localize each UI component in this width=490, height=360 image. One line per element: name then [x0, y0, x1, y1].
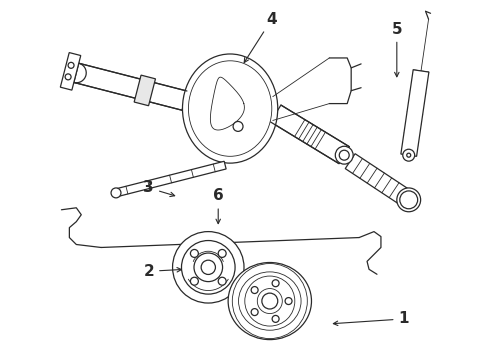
Circle shape — [251, 309, 258, 316]
Text: 2: 2 — [144, 264, 181, 279]
Polygon shape — [115, 161, 226, 197]
Circle shape — [272, 315, 279, 322]
Polygon shape — [134, 75, 155, 106]
Text: 4: 4 — [244, 12, 277, 63]
Circle shape — [233, 121, 243, 131]
Circle shape — [172, 231, 244, 303]
Text: 5: 5 — [392, 22, 402, 77]
Circle shape — [262, 293, 278, 309]
Ellipse shape — [228, 262, 312, 339]
Circle shape — [335, 146, 353, 164]
Circle shape — [339, 150, 349, 160]
Ellipse shape — [182, 54, 278, 163]
Circle shape — [397, 188, 420, 212]
Circle shape — [407, 153, 411, 157]
Circle shape — [191, 249, 198, 257]
Circle shape — [272, 280, 279, 287]
Circle shape — [111, 188, 121, 198]
Circle shape — [191, 277, 198, 285]
Circle shape — [400, 191, 417, 209]
Circle shape — [218, 277, 226, 285]
Circle shape — [65, 74, 71, 80]
Text: 3: 3 — [144, 180, 174, 197]
Polygon shape — [60, 53, 81, 90]
Circle shape — [218, 249, 226, 257]
Polygon shape — [270, 105, 349, 164]
Circle shape — [251, 287, 258, 293]
Polygon shape — [401, 70, 429, 156]
Polygon shape — [74, 63, 187, 110]
Circle shape — [194, 253, 222, 282]
Circle shape — [68, 62, 74, 68]
Circle shape — [403, 149, 415, 161]
Polygon shape — [345, 154, 414, 207]
Text: 6: 6 — [213, 188, 223, 224]
Circle shape — [285, 298, 292, 305]
Text: 1: 1 — [333, 311, 409, 327]
